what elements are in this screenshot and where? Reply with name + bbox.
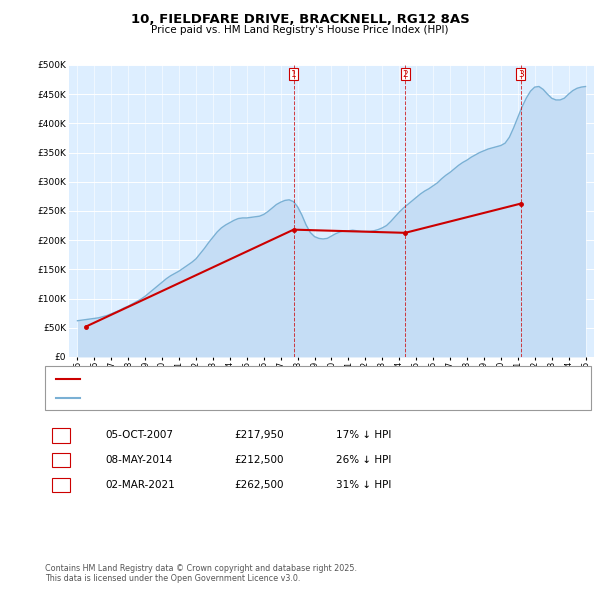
- Text: 17% ↓ HPI: 17% ↓ HPI: [336, 431, 391, 440]
- Text: £262,500: £262,500: [234, 480, 284, 490]
- Text: 2: 2: [403, 70, 408, 78]
- Text: 1: 1: [290, 70, 296, 78]
- Text: 31% ↓ HPI: 31% ↓ HPI: [336, 480, 391, 490]
- Text: 10, FIELDFARE DRIVE, BRACKNELL, RG12 8AS (semi-detached house): 10, FIELDFARE DRIVE, BRACKNELL, RG12 8AS…: [84, 375, 412, 384]
- Text: 08-MAY-2014: 08-MAY-2014: [105, 455, 172, 465]
- Text: 3: 3: [58, 480, 64, 490]
- Text: 3: 3: [518, 70, 524, 78]
- Text: Contains HM Land Registry data © Crown copyright and database right 2025.
This d: Contains HM Land Registry data © Crown c…: [45, 563, 357, 583]
- Text: £212,500: £212,500: [234, 455, 284, 465]
- Text: Price paid vs. HM Land Registry's House Price Index (HPI): Price paid vs. HM Land Registry's House …: [151, 25, 449, 35]
- Text: £217,950: £217,950: [234, 431, 284, 440]
- Text: 10, FIELDFARE DRIVE, BRACKNELL, RG12 8AS: 10, FIELDFARE DRIVE, BRACKNELL, RG12 8AS: [131, 13, 469, 26]
- Text: HPI: Average price, semi-detached house, Bracknell Forest: HPI: Average price, semi-detached house,…: [84, 393, 362, 402]
- Text: 02-MAR-2021: 02-MAR-2021: [105, 480, 175, 490]
- Text: 2: 2: [58, 455, 64, 465]
- Text: 05-OCT-2007: 05-OCT-2007: [105, 431, 173, 440]
- Text: 1: 1: [58, 431, 64, 440]
- Text: 26% ↓ HPI: 26% ↓ HPI: [336, 455, 391, 465]
